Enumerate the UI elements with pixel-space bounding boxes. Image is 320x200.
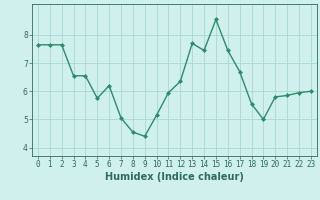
X-axis label: Humidex (Indice chaleur): Humidex (Indice chaleur): [105, 172, 244, 182]
